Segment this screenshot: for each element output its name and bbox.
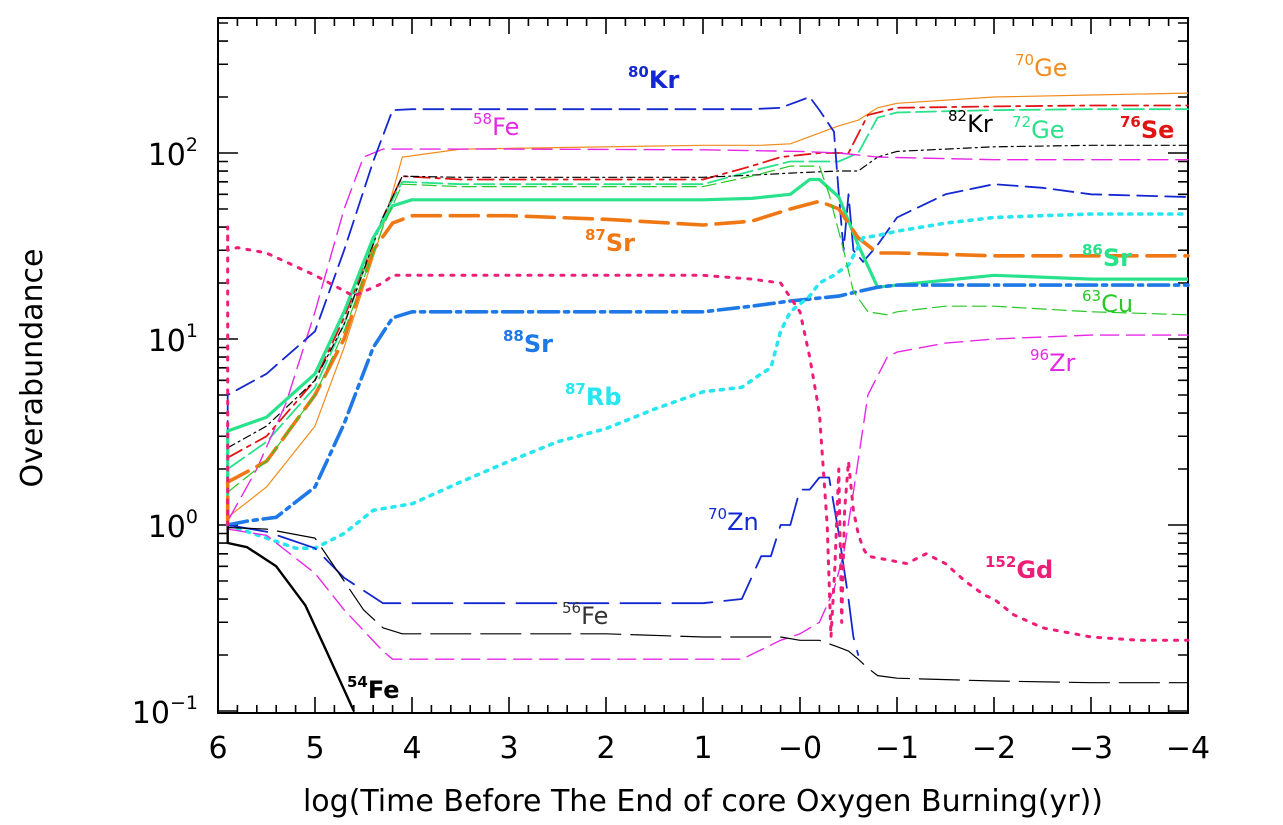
isotope-label-kr82: 82Kr	[948, 107, 993, 138]
isotope-mass-number: 96	[1030, 346, 1049, 364]
isotope-mass-number: 86	[1082, 241, 1103, 259]
isotope-element-symbol: Sr	[606, 229, 635, 257]
isotope-mass-number: 70	[708, 505, 727, 523]
series-line-63cu	[227, 165, 1189, 493]
axis-ticks	[217, 18, 1189, 713]
isotope-label-gd152: 152Gd	[985, 553, 1053, 584]
isotope-mass-number: 82	[948, 107, 967, 125]
isotope-label-zr96: 96Zr	[1030, 346, 1076, 377]
series-line-76se	[226, 104, 1189, 459]
isotope-mass-number: 56	[562, 599, 581, 617]
series-lines	[225, 92, 1190, 712]
isotope-label-sr88: 88Sr	[503, 327, 553, 358]
isotope-element-symbol: Kr	[649, 66, 680, 94]
x-tick-label: −0	[778, 731, 822, 766]
isotope-element-symbol: Fe	[368, 676, 400, 704]
isotope-label-se76: 76Se	[1120, 113, 1174, 144]
series-line-72ge	[226, 108, 1189, 470]
isotope-label-cu63: 63Cu	[1082, 287, 1133, 318]
x-axis-label: log(Time Before The End of core Oxygen B…	[303, 784, 1103, 819]
x-tick-label: −4	[1166, 731, 1210, 766]
series-line-54fe	[226, 525, 355, 712]
series-line-152gd	[226, 225, 1190, 642]
x-tick-label: 4	[402, 731, 421, 766]
isotope-label-fe58: 58Fe	[473, 110, 519, 141]
tick-marks	[217, 18, 1189, 713]
isotope-mass-number: 58	[473, 110, 492, 128]
series-line-87rb	[225, 212, 1190, 551]
isotope-element-symbol: Cu	[1101, 290, 1133, 318]
y-tick-label: 101	[148, 320, 198, 359]
isotope-mass-number: 54	[347, 673, 368, 691]
isotope-mass-number: 88	[503, 327, 524, 345]
isotope-element-symbol: Rb	[586, 383, 622, 411]
series-line-80kr	[226, 96, 1189, 526]
isotope-label-sr87: 87Sr	[585, 226, 635, 257]
x-tick-label: −3	[1069, 731, 1113, 766]
isotope-mass-number: 70	[1015, 51, 1034, 69]
isotope-element-symbol: Sr	[1103, 244, 1132, 272]
series-line-56fe	[227, 526, 1189, 684]
x-tick-label: 3	[499, 731, 518, 766]
isotope-element-symbol: Sr	[524, 330, 553, 358]
isotope-element-symbol: Zn	[727, 508, 759, 536]
isotope-element-symbol: Ge	[1034, 54, 1067, 82]
isotope-label-ge70: 70Ge	[1015, 51, 1067, 82]
series-line-70zn	[226, 476, 860, 656]
isotope-label-rb87: 87Rb	[565, 380, 622, 411]
isotope-element-symbol: Kr	[967, 110, 993, 138]
isotope-mass-number: 72	[1012, 113, 1031, 131]
x-tick-label: 1	[693, 731, 712, 766]
series-line-88sr	[225, 283, 1190, 527]
isotope-element-symbol: Ge	[1031, 116, 1064, 144]
isotope-element-symbol: Se	[1141, 116, 1175, 144]
y-tick-label: 100	[148, 506, 198, 545]
series-line-87sr	[225, 199, 1190, 527]
isotope-label-kr80: 80Kr	[628, 63, 679, 94]
isotope-element-symbol: Fe	[492, 113, 519, 141]
y-tick-label: 102	[148, 134, 198, 173]
isotope-label-fe54: 54Fe	[347, 673, 400, 704]
x-tick-label: −1	[875, 731, 919, 766]
x-tick-label: 6	[208, 731, 227, 766]
isotope-mass-number: 87	[585, 226, 606, 244]
isotope-mass-number: 63	[1082, 287, 1101, 305]
isotope-mass-number: 87	[565, 380, 586, 398]
isotope-mass-number: 152	[985, 553, 1016, 571]
y-tick-label: 10−1	[132, 692, 198, 731]
isotope-label-sr86: 86Sr	[1082, 241, 1132, 272]
x-tick-label: 5	[305, 731, 324, 766]
isotope-mass-number: 80	[628, 63, 649, 81]
isotope-element-symbol: Gd	[1016, 556, 1053, 584]
x-tick-label: 2	[596, 731, 615, 766]
isotope-label-fe56: 56Fe	[562, 599, 608, 630]
isotope-label-ge72: 72Ge	[1012, 113, 1064, 144]
isotope-element-symbol: Fe	[581, 602, 608, 630]
series-line-96zr	[226, 334, 1189, 660]
series-line-82kr	[227, 144, 1189, 449]
series-line-58fe	[226, 148, 1189, 522]
isotope-element-symbol: Zr	[1049, 349, 1075, 377]
y-axis-label: Overabundance	[15, 248, 50, 487]
series-line-70ge	[227, 92, 1189, 518]
x-tick-label: −2	[972, 731, 1016, 766]
isotope-label-zn70: 70Zn	[708, 505, 759, 536]
isotope-mass-number: 76	[1120, 113, 1141, 131]
